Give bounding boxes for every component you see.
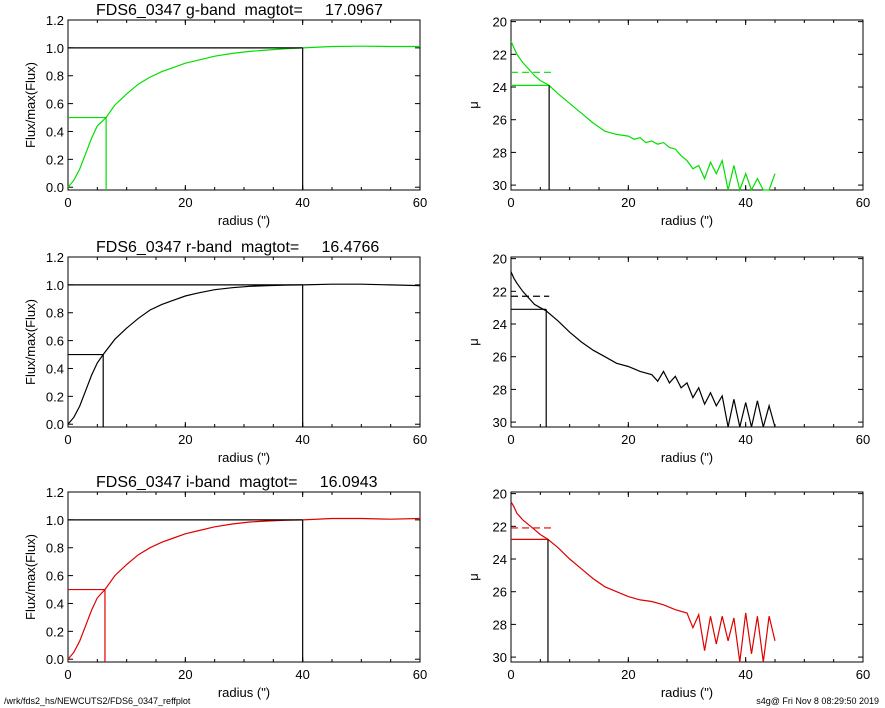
plot-frame — [510, 491, 864, 663]
data-series-1 — [67, 283, 421, 425]
x-tick-label: 40 — [738, 667, 752, 682]
y-tick-label: 0.0 — [46, 652, 64, 667]
chart-panel-2: 0 20 40 60 20 22 24 26 28 30 radius (") μ — [466, 15, 870, 228]
x-axis-label: radius (") — [218, 450, 270, 465]
y-axis-label: μ — [466, 101, 481, 109]
y-tick-label: 1.2 — [46, 485, 64, 500]
y-tick-label: 20 — [493, 15, 507, 30]
chart-panel-4: 0 20 40 60 20 22 24 26 28 30 radius (") μ — [466, 252, 870, 465]
y-tick-label: 0.8 — [46, 69, 64, 84]
x-tick-label: 0 — [64, 195, 71, 210]
x-tick-label: 40 — [295, 195, 309, 210]
y-tick-label: 1.0 — [46, 278, 64, 293]
y-tick-label: 0.2 — [46, 389, 64, 404]
y-tick-label: 22 — [493, 519, 507, 534]
x-tick-label: 40 — [738, 195, 752, 210]
y-tick-label: 0.0 — [46, 417, 64, 432]
y-axis-label: Flux/max(Flux) — [23, 534, 38, 620]
x-tick-label: 60 — [856, 195, 870, 210]
x-tick-label: 0 — [64, 667, 71, 682]
data-series-1 — [510, 41, 776, 193]
chart-title: FDS6_0347 g-band magtot= 17.0967 — [96, 2, 383, 19]
file-path-footer: /wrk/fds2_hs/NEWCUTS2/FDS6_0347_reffplot — [4, 696, 191, 706]
y-tick-label: 1.2 — [46, 13, 64, 28]
x-tick-label: 20 — [621, 432, 635, 447]
x-tick-label: 20 — [621, 667, 635, 682]
y-axis-label: Flux/max(Flux) — [23, 62, 38, 148]
x-tick-label: 20 — [178, 667, 192, 682]
y-tick-label: 0.4 — [46, 596, 64, 611]
x-tick-label: 60 — [413, 667, 427, 682]
y-tick-label: 28 — [493, 145, 507, 160]
x-axis-label: radius (") — [661, 685, 713, 700]
x-tick-label: 60 — [413, 195, 427, 210]
plot-frame — [67, 19, 421, 191]
y-tick-label: 1.0 — [46, 513, 64, 528]
y-tick-label: 20 — [493, 487, 507, 502]
x-tick-label: 60 — [856, 432, 870, 447]
x-tick-label: 20 — [178, 195, 192, 210]
y-tick-label: 0.2 — [46, 624, 64, 639]
y-tick-label: 24 — [493, 317, 507, 332]
y-tick-label: 24 — [493, 552, 507, 567]
chart-title: FDS6_0347 r-band magtot= 16.4766 — [96, 239, 379, 256]
y-tick-label: 0.0 — [46, 180, 64, 195]
chart-panel-6: 0 20 40 60 20 22 24 26 28 30 radius (") μ — [466, 487, 870, 700]
data-series-1 — [510, 501, 776, 663]
y-tick-label: 0.8 — [46, 306, 64, 321]
y-axis-label: μ — [466, 573, 481, 581]
x-axis-label: radius (") — [218, 213, 270, 228]
plot-frame — [510, 19, 864, 191]
y-tick-label: 0.8 — [46, 541, 64, 556]
y-tick-label: 1.2 — [46, 250, 64, 265]
plot-frame — [510, 256, 864, 428]
x-axis-label: radius (") — [661, 213, 713, 228]
y-tick-label: 28 — [493, 617, 507, 632]
x-tick-label: 40 — [295, 432, 309, 447]
x-tick-label: 20 — [621, 195, 635, 210]
chart-panel-5: 0 20 40 60 0.0 0.2 0.4 0.6 0.8 1.0 1.2 radius (") Fl… — [23, 474, 427, 700]
data-series-1 — [510, 271, 776, 428]
timestamp-footer: s4g@ Fri Nov 8 08:29:50 2019 — [756, 696, 879, 706]
data-series-1 — [67, 45, 420, 188]
y-tick-label: 22 — [493, 284, 507, 299]
x-tick-label: 40 — [295, 667, 309, 682]
y-tick-label: 0.4 — [46, 361, 64, 376]
y-tick-label: 0.6 — [46, 97, 64, 112]
x-tick-label: 0 — [507, 667, 514, 682]
x-tick-label: 0 — [507, 432, 514, 447]
y-tick-label: 30 — [493, 650, 507, 665]
y-axis-label: μ — [466, 338, 481, 346]
y-axis-label: Flux/max(Flux) — [23, 299, 38, 385]
y-tick-label: 28 — [493, 382, 507, 397]
y-tick-label: 0.4 — [46, 124, 64, 139]
x-axis-label: radius (") — [218, 685, 270, 700]
y-tick-label: 30 — [493, 415, 507, 430]
y-tick-label: 1.0 — [46, 41, 64, 56]
y-tick-label: 26 — [493, 113, 507, 128]
y-tick-label: 26 — [493, 585, 507, 600]
plot-frame — [67, 491, 421, 663]
data-series-1 — [67, 517, 421, 660]
y-tick-label: 0.2 — [46, 152, 64, 167]
x-tick-label: 60 — [413, 432, 427, 447]
plot-frame — [67, 256, 421, 428]
chart-panel-3: 0 20 40 60 0.0 0.2 0.4 0.6 0.8 1.0 1.2 radius (") Fl… — [23, 239, 427, 465]
y-tick-label: 0.6 — [46, 334, 64, 349]
x-tick-label: 0 — [64, 432, 71, 447]
y-tick-label: 22 — [493, 47, 507, 62]
x-tick-label: 40 — [738, 432, 752, 447]
y-tick-label: 0.6 — [46, 569, 64, 584]
x-axis-label: radius (") — [661, 450, 713, 465]
chart-title: FDS6_0347 i-band magtot= 16.0943 — [96, 474, 378, 491]
x-tick-label: 0 — [507, 195, 514, 210]
y-tick-label: 20 — [493, 252, 507, 267]
x-tick-label: 20 — [178, 432, 192, 447]
chart-panel-1: 0 20 40 60 0.0 0.2 0.4 0.6 0.8 1.0 1.2 radius (") Fl… — [23, 2, 427, 228]
y-tick-label: 24 — [493, 80, 507, 95]
y-tick-label: 26 — [493, 350, 507, 365]
y-tick-label: 30 — [493, 178, 507, 193]
x-tick-label: 60 — [856, 667, 870, 682]
